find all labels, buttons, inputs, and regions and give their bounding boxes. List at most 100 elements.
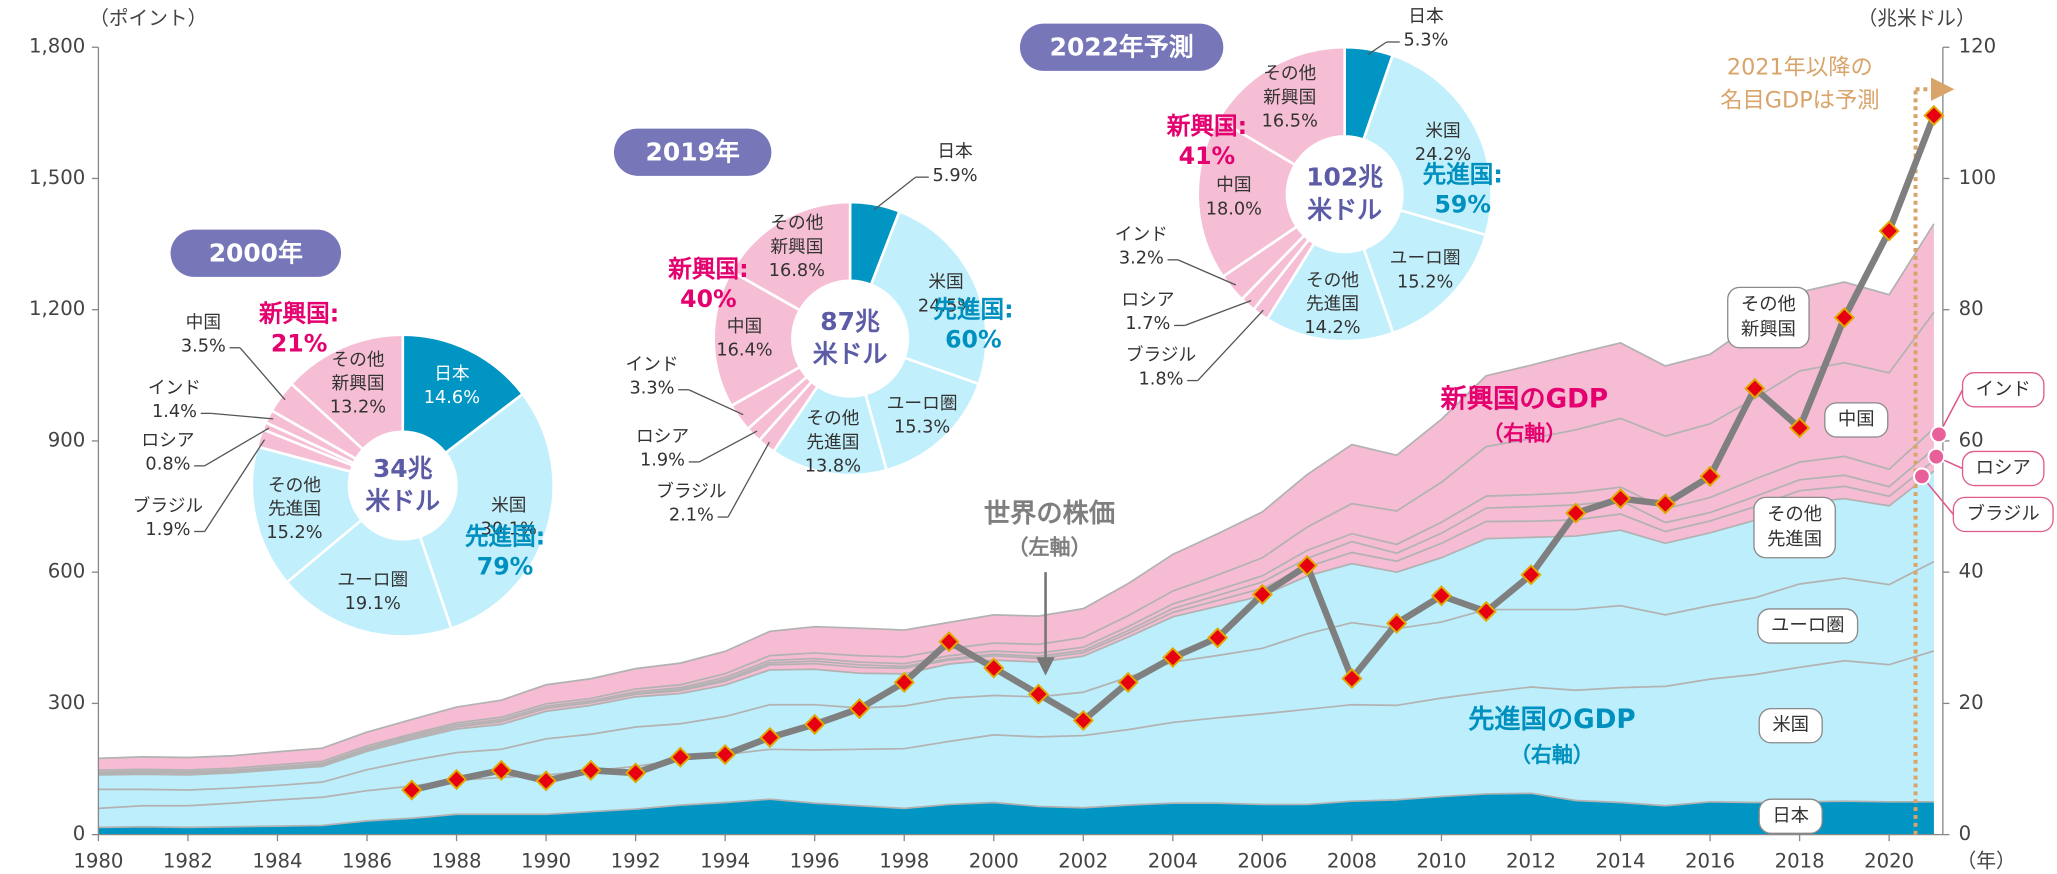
slice-label: インド <box>1115 225 1168 245</box>
area-edge <box>98 311 1935 771</box>
area <box>98 460 1934 775</box>
area-edge <box>98 448 1935 775</box>
x-axis-unit: （年） <box>1957 850 2016 873</box>
pie-title-badge <box>613 128 772 176</box>
group-label: 先進国: <box>1423 160 1503 188</box>
leader-line <box>239 347 286 401</box>
series-label-box <box>1961 372 2045 408</box>
slice-label: 日本 <box>434 363 470 384</box>
slice-value: 24.5% <box>918 296 974 316</box>
pie-total: 34兆 <box>373 454 433 483</box>
area-edge <box>98 470 1935 776</box>
y2-tick-label: 20 <box>1959 691 1984 714</box>
pie-title-badge <box>170 229 342 277</box>
stock-marker <box>1072 709 1094 732</box>
slice-value: 1.8% <box>1139 369 1184 389</box>
area-edge <box>98 223 1935 760</box>
stock-marker <box>490 759 512 781</box>
stock-marker <box>1251 583 1273 606</box>
area <box>98 561 1934 809</box>
series-label-box <box>1753 496 1836 559</box>
pie-slice <box>712 269 853 408</box>
slice-label: インド <box>148 378 201 398</box>
slice-label: ブラジル <box>1126 344 1196 366</box>
slice-label: 日本 <box>1408 6 1444 27</box>
series-label-box <box>1727 286 1810 349</box>
area-edge <box>98 560 1935 791</box>
series-label: インド <box>1976 379 2031 400</box>
group-value: 59% <box>1434 191 1491 219</box>
group-value: 40% <box>680 285 737 313</box>
slice-value: 5.9% <box>933 166 978 186</box>
pie-title: 2022年予測 <box>1050 33 1194 62</box>
y2-tick-label: 60 <box>1959 428 1984 451</box>
stock-marker <box>1475 600 1497 623</box>
stock-marker <box>625 762 647 784</box>
slice-label: 日本 <box>937 141 973 162</box>
slice-label: ブラジル <box>656 480 726 502</box>
stock-marker <box>1878 220 1900 242</box>
pie-total: 米ドル <box>365 487 440 516</box>
area-group <box>98 223 1935 835</box>
leader-line <box>204 439 266 532</box>
y2-tick-label: 80 <box>1959 297 1984 320</box>
slice-value: 1.9% <box>640 451 685 471</box>
y-tick-label: 1,200 <box>29 297 85 320</box>
slice-label: ロシア <box>141 431 194 451</box>
slice-value: 18.0% <box>1206 199 1262 219</box>
leader-line <box>873 176 917 211</box>
slice-label: 中国 <box>186 312 221 333</box>
x-tick-label: 1988 <box>432 850 482 873</box>
stock-marker <box>983 657 1005 679</box>
pie-slice <box>401 392 555 631</box>
leader-line <box>204 427 270 467</box>
slice-label: その他新興国 <box>1263 63 1316 108</box>
stock-marker <box>1430 585 1453 607</box>
x-tick-label: 1998 <box>879 850 929 873</box>
pie-title: 2019年 <box>646 138 740 167</box>
series-label-box <box>1824 402 1889 438</box>
y2-tick-label: 40 <box>1959 560 1984 583</box>
y-axis-label: （ポイント） <box>89 7 207 30</box>
annotation-sub: （右軸） <box>1482 421 1566 445</box>
group-value: 21% <box>271 330 328 358</box>
series-label-box <box>1952 496 2054 533</box>
x-tick-label: 2006 <box>1237 850 1287 873</box>
leader-line <box>1184 299 1252 327</box>
annotation: 新興国のGDP <box>1440 385 1608 415</box>
x-tick-label: 1992 <box>611 850 661 873</box>
area-edge <box>98 792 1934 829</box>
slice-label: その他先進国 <box>1306 270 1359 315</box>
y2-tick-label: 100 <box>1959 166 1997 189</box>
stock-marker <box>669 746 691 768</box>
stock-marker <box>1923 104 1945 127</box>
slice-label: ユーロ圏 <box>337 571 408 591</box>
slice-value: 13.2% <box>330 398 386 418</box>
area-edge <box>98 650 1935 810</box>
slice-label: インド <box>625 355 678 375</box>
y-tick-label: 600 <box>48 560 86 583</box>
area <box>98 650 1934 828</box>
slice-value: 16.5% <box>1262 111 1318 131</box>
stock-marker <box>938 631 960 653</box>
x-tick-label: 2018 <box>1775 850 1825 873</box>
group-label: 先進国: <box>465 523 545 551</box>
group-value: 41% <box>1179 142 1236 170</box>
forecast-note: 名目GDPは予測 <box>1720 88 1879 114</box>
stock-marker <box>1341 667 1363 690</box>
series-label-box <box>1758 707 1823 744</box>
stock-marker <box>535 770 557 792</box>
annotation: 先進国のGDP <box>1468 705 1635 735</box>
pie: 日本 5.3% 米国 24.2% ユーロ圏 15.2% その他先進国 14.2% ブラジル 1.8… <box>1019 6 1503 389</box>
y2-axis-label: （兆米ドル） <box>1858 7 1976 30</box>
series-label: ユーロ圏 <box>1771 615 1844 636</box>
leader-line <box>1177 259 1237 286</box>
annotation-sub: （左軸） <box>1008 536 1092 560</box>
group-value: 60% <box>945 326 1002 354</box>
slice-label: 中国 <box>727 316 762 337</box>
stock-marker <box>1833 307 1855 329</box>
pie: 日本 5.9% 米国 24.5% ユーロ圏 15.3% その他先進国 13.8% ブラジル 2.1… <box>613 128 1014 526</box>
x-tick-label: 2004 <box>1148 850 1198 873</box>
slice-label: ロシア <box>636 427 689 447</box>
